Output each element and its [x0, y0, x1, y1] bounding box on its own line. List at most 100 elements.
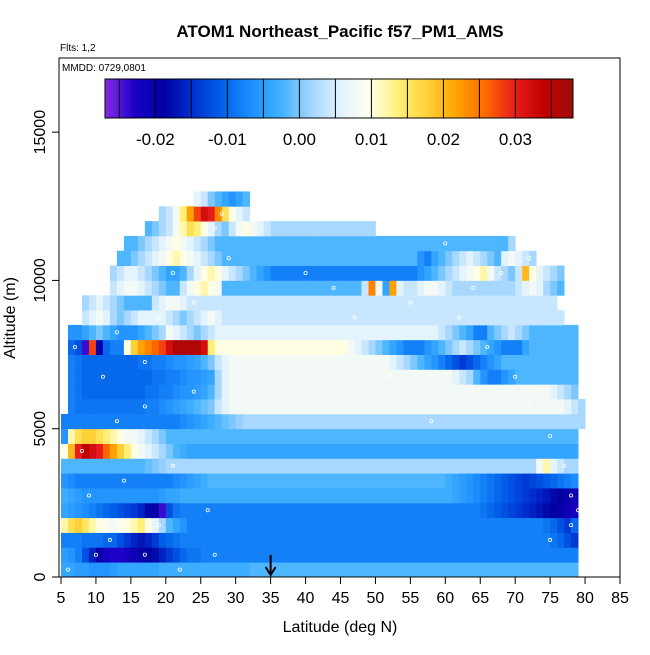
- heatmap-cell: [214, 562, 223, 578]
- heatmap-cell: [501, 310, 509, 326]
- colorbar-segment: [399, 79, 402, 118]
- heatmap-cell: [340, 517, 348, 533]
- heatmap-cell: [151, 295, 160, 311]
- heatmap-cell: [291, 488, 299, 504]
- heatmap-cell: [543, 280, 551, 296]
- colorbar-segment: [463, 79, 467, 118]
- heatmap-cell: [144, 547, 153, 563]
- heatmap-cell: [431, 295, 439, 311]
- heatmap-cell: [214, 532, 223, 548]
- y-axis-label: Altitude (m): [2, 277, 19, 359]
- heatmap-cell: [326, 369, 334, 385]
- heatmap-cell: [109, 428, 118, 444]
- heatmap-cell: [137, 502, 146, 519]
- heatmap-cell: [67, 547, 76, 563]
- heatmap-cell: [361, 310, 369, 326]
- colorbar-segment: [247, 79, 250, 118]
- heatmap-cell: [564, 458, 572, 474]
- heatmap-cell: [389, 235, 397, 252]
- heatmap-cell: [298, 399, 306, 415]
- heatmap-cell: [396, 428, 404, 444]
- heatmap-cell: [410, 324, 418, 341]
- colorbar-segment: [300, 79, 303, 118]
- heatmap-cell: [214, 310, 223, 326]
- heatmap-cell: [270, 250, 279, 266]
- heatmap-cell: [200, 354, 209, 370]
- colorbar-segment: [376, 79, 379, 118]
- heatmap-cell: [417, 547, 425, 563]
- heatmap-cell: [207, 265, 216, 281]
- heatmap-cell: [88, 354, 97, 370]
- heatmap-cell: [389, 458, 397, 474]
- heatmap-cell: [116, 250, 125, 266]
- heatmap-cell: [256, 384, 265, 400]
- heatmap-cell: [424, 443, 432, 459]
- heatmap-cell: [410, 488, 418, 504]
- heatmap-cell: [438, 265, 446, 281]
- heatmap-cell: [487, 280, 495, 296]
- heatmap-cell: [480, 250, 488, 266]
- x-tick-label: 70: [506, 590, 524, 607]
- heatmap-cell: [354, 532, 362, 548]
- colorbar-segment: [448, 79, 451, 118]
- heatmap-cell: [536, 413, 544, 430]
- heatmap-cell: [221, 413, 230, 430]
- heatmap-cell: [501, 324, 509, 341]
- colorbar-segment: [504, 79, 508, 118]
- sample-point: [128, 285, 133, 290]
- colorbar-segment: [510, 79, 514, 118]
- heatmap-cell: [501, 384, 509, 400]
- heatmap-cell: [326, 413, 334, 430]
- sample-point: [408, 300, 413, 305]
- colorbar-segment: [173, 79, 176, 118]
- heatmap-cell: [480, 295, 488, 311]
- heatmap-cell: [487, 428, 495, 444]
- heatmap-cell: [249, 517, 258, 533]
- heatmap-cell: [564, 354, 572, 370]
- heatmap-cell: [67, 443, 76, 459]
- heatmap-cell: [158, 295, 167, 311]
- sample-point: [114, 419, 119, 424]
- heatmap-cell: [480, 517, 488, 533]
- heatmap-cell: [543, 428, 551, 444]
- heatmap-cell: [445, 443, 453, 459]
- heatmap-cell: [564, 562, 572, 578]
- colorbar-frame: [104, 78, 574, 119]
- heatmap-cell: [431, 235, 439, 252]
- heatmap-cell: [522, 488, 530, 504]
- heatmap-cell: [424, 458, 432, 474]
- heatmap-cell: [74, 562, 83, 578]
- heatmap-cell: [459, 354, 467, 370]
- heatmap-cell: [403, 310, 411, 326]
- heatmap-cell: [424, 562, 432, 578]
- heatmap-cell: [116, 310, 125, 326]
- heatmap-cell: [277, 354, 285, 370]
- heatmap-cell: [543, 532, 551, 548]
- heatmap-cell: [396, 547, 404, 563]
- heatmap-cell: [221, 399, 230, 415]
- heatmap-cell: [242, 443, 251, 459]
- heatmap-cell: [186, 502, 195, 519]
- heatmap-cell: [333, 235, 341, 252]
- heatmap-cell: [515, 532, 523, 548]
- heatmap-cell: [207, 250, 216, 266]
- heatmap-cell: [221, 562, 230, 578]
- heatmap-cell: [382, 399, 390, 415]
- heatmap-cell: [354, 443, 362, 459]
- chart-title: ATOM1 Northeast_Pacific f57_PM1_AMS: [176, 22, 503, 41]
- heatmap-cell: [424, 280, 432, 296]
- heatmap-cell: [144, 562, 153, 578]
- heatmap-cell: [137, 517, 146, 533]
- colorbar-segment: [319, 79, 322, 118]
- heatmap-cell: [179, 443, 188, 459]
- heatmap-cell: [151, 428, 160, 444]
- colorbar-segment: [151, 79, 155, 118]
- heatmap-cell: [480, 324, 488, 341]
- heatmap-cell: [564, 473, 572, 489]
- heatmap-cell: [144, 235, 153, 252]
- heatmap-cell: [480, 310, 488, 326]
- heatmap-cell: [130, 547, 139, 563]
- heatmap-cell: [165, 280, 174, 296]
- heatmap-cell: [200, 310, 209, 326]
- heatmap-cell: [207, 428, 216, 444]
